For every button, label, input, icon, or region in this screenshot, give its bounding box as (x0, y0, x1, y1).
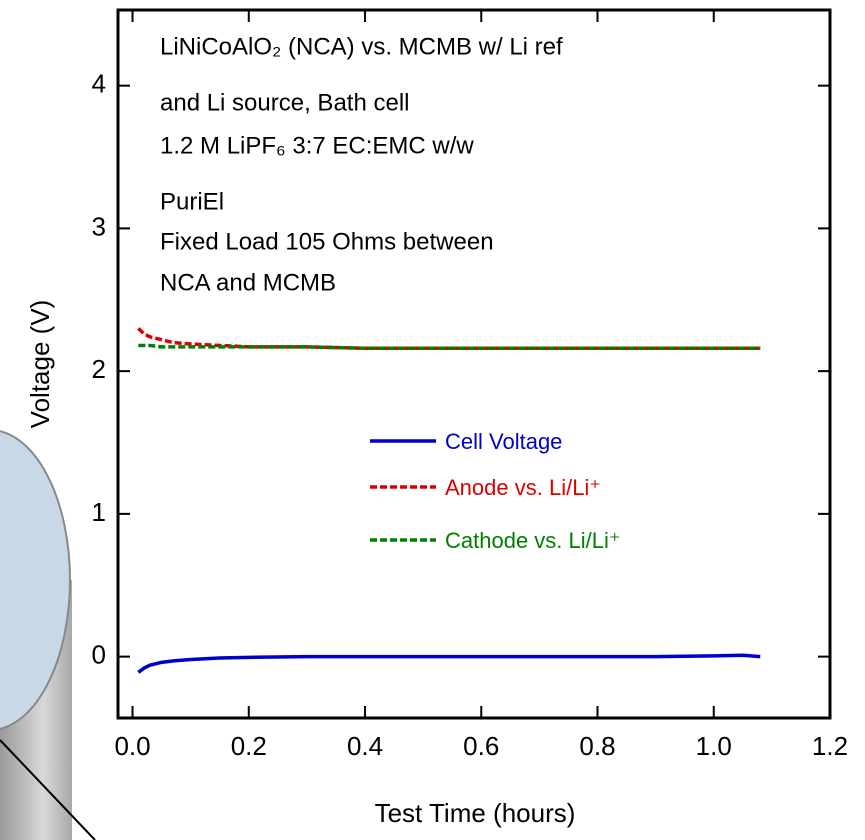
y-tick-label: 4 (92, 69, 106, 99)
y-tick-label: 0 (92, 639, 106, 669)
y-tick-label: 1 (92, 497, 106, 527)
x-axis-label: Test Time (hours) (375, 798, 576, 828)
background-cylinder (0, 430, 96, 840)
annotation: LiNiCoAlO₂ (NCA) vs. MCMB w/ Li ref (160, 33, 563, 60)
x-tick-label: 1.0 (696, 731, 732, 761)
y-axis-label: Voltage (V) (25, 300, 55, 429)
x-tick-label: 0.0 (114, 731, 150, 761)
y-tick-label: 2 (92, 354, 106, 384)
annotation: NCA and MCMB (160, 269, 336, 296)
series-line (137, 653, 761, 674)
annotation: Fixed Load 105 Ohms between (160, 228, 494, 255)
y-tick-label: 3 (92, 211, 106, 241)
annotation: PuriEl (160, 188, 224, 215)
x-tick-label: 0.4 (347, 731, 383, 761)
series-line (138, 343, 761, 351)
x-tick-label: 0.6 (463, 731, 499, 761)
x-tick-label: 1.2 (812, 731, 848, 761)
plot-area (116, 8, 832, 720)
legend-label: Cathode vs. Li/Li⁺ (445, 528, 620, 553)
series-line (137, 327, 761, 351)
annotation: 1.2 M LiPF₆ 3:7 EC:EMC w/w (160, 132, 474, 159)
annotation: and Li source, Bath cell (160, 89, 409, 116)
legend-label: Anode vs. Li/Li⁺ (445, 475, 601, 500)
legend-label: Cell Voltage (445, 429, 562, 454)
x-tick-label: 0.8 (579, 731, 615, 761)
x-tick-label: 0.2 (231, 731, 267, 761)
